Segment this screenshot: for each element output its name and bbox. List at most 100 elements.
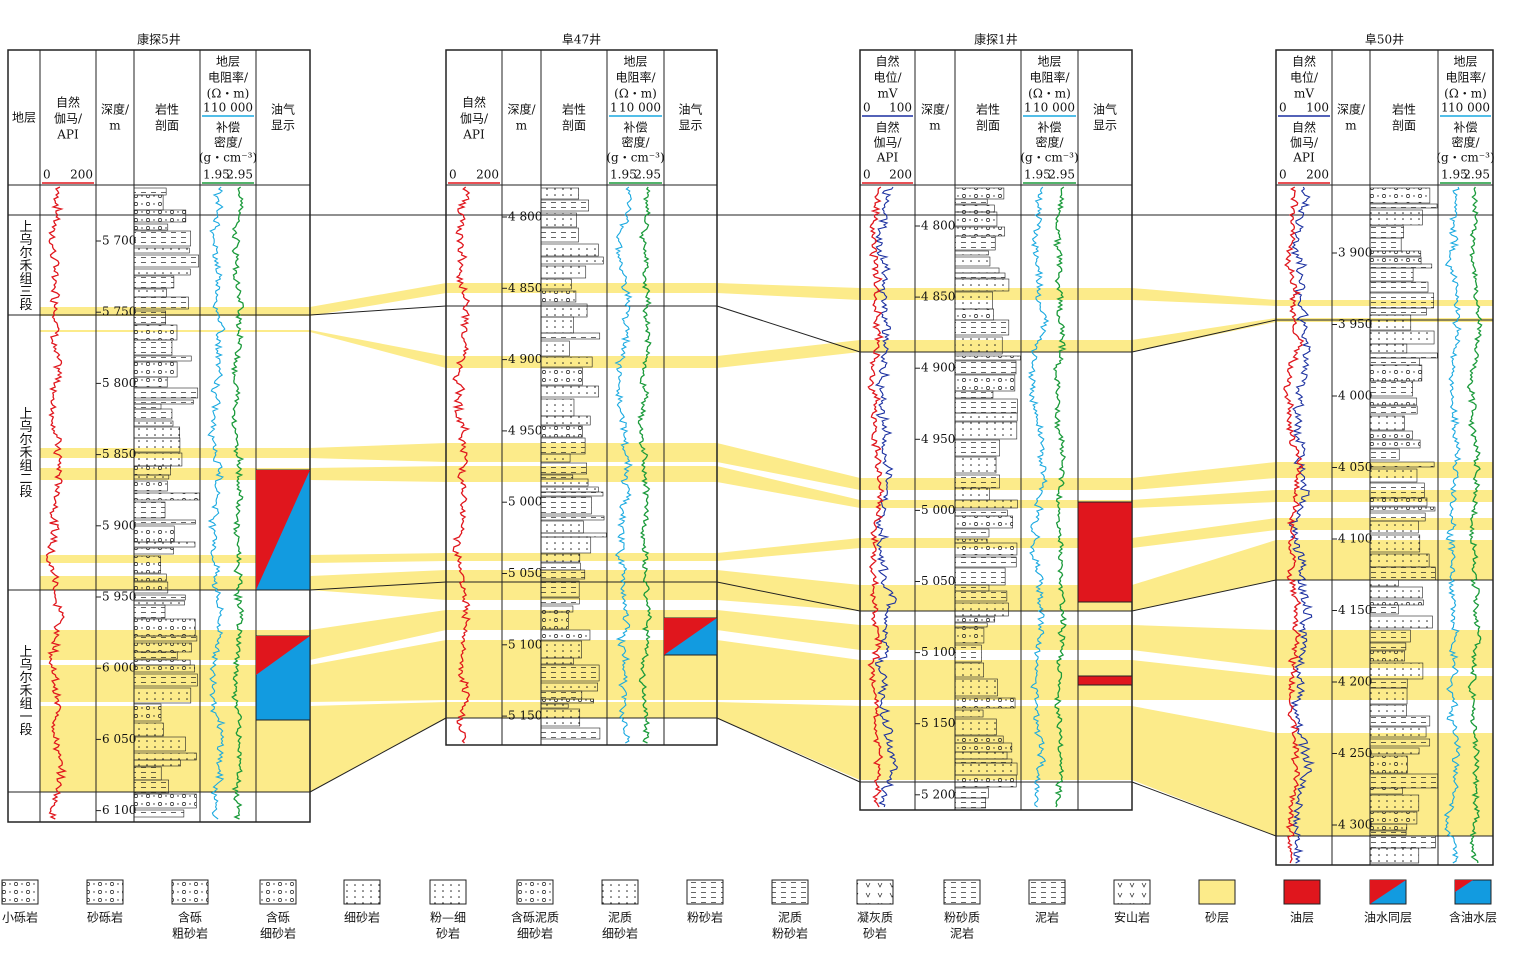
lithology	[1369, 704, 1407, 717]
header-text: 油气	[271, 102, 295, 117]
lithology	[133, 642, 192, 653]
lithology	[954, 439, 1000, 457]
sand-band	[40, 610, 1493, 668]
lithology	[133, 452, 183, 467]
lithology	[133, 376, 168, 388]
header-text: 伽马/	[460, 111, 489, 126]
lithology	[954, 616, 996, 623]
lithology	[133, 618, 196, 637]
lithology	[1369, 586, 1423, 599]
lithology	[133, 673, 198, 687]
header-text: 密度/	[214, 135, 243, 150]
correlation-line	[309, 581, 447, 591]
lithology	[954, 256, 991, 267]
lithology	[954, 272, 1006, 279]
depth-label: 5 800	[102, 376, 136, 390]
lithology	[954, 718, 997, 736]
lithology	[540, 486, 599, 493]
lithology	[540, 515, 605, 521]
depth-label: 4 950	[921, 432, 955, 446]
header-text: 地层	[1453, 55, 1477, 69]
scale-label: 200	[889, 168, 912, 182]
depth-label: 5 050	[508, 566, 542, 580]
lithology	[1369, 380, 1413, 397]
lithology	[133, 426, 181, 439]
log-curve	[637, 186, 653, 744]
lithology	[1369, 687, 1408, 705]
scale-label: 1.95	[203, 168, 230, 182]
lithology	[540, 478, 589, 487]
depth-label: 5 700	[102, 234, 136, 248]
scale-label: 10 000	[211, 101, 253, 115]
lithology	[954, 474, 1000, 489]
log-curve	[45, 186, 68, 820]
lithology	[1369, 314, 1412, 331]
lithology	[540, 290, 577, 303]
lithology	[1369, 256, 1422, 265]
lithology	[1369, 448, 1400, 461]
lithology	[540, 278, 572, 290]
correlation-line	[716, 581, 861, 612]
sand-band	[40, 518, 1493, 563]
well-frame	[859, 49, 1133, 811]
lithology	[133, 635, 198, 642]
lithology	[540, 698, 594, 704]
depth-label: 6 100	[102, 803, 136, 817]
scale-label: 0	[863, 168, 871, 182]
header-text: 补偿	[623, 120, 647, 135]
legend-label: 泥质	[778, 911, 802, 925]
header-text: 岩性	[1392, 102, 1416, 117]
legend-label: 含油水层	[1449, 910, 1497, 925]
scale-label: 10 000	[1448, 101, 1490, 115]
log-curve	[1466, 186, 1483, 864]
depth-label: 4 850	[921, 290, 955, 304]
depth-label: 4 850	[508, 281, 542, 295]
legend-icon	[601, 879, 639, 905]
depth-label: 5 150	[508, 709, 542, 723]
lithology	[540, 199, 589, 212]
lithology	[540, 474, 574, 480]
lithology	[1369, 794, 1420, 812]
lithology	[954, 797, 986, 809]
header-text: 岩性	[976, 102, 1000, 117]
lithology	[540, 415, 591, 426]
lithology	[133, 779, 169, 794]
header-text: 电位/	[1290, 70, 1319, 85]
lithology	[540, 303, 588, 318]
header-text: (g・cm⁻³)	[1436, 151, 1494, 165]
lithology	[1369, 650, 1405, 662]
lithology	[954, 644, 982, 663]
lithology	[1369, 787, 1403, 795]
lithology	[540, 316, 575, 334]
lithology	[133, 355, 192, 362]
well-frame	[7, 49, 311, 823]
header-text: 深度/	[507, 102, 536, 117]
lithology	[1369, 823, 1408, 831]
lithology	[133, 399, 194, 405]
sand-band	[40, 702, 1493, 836]
lithology	[133, 547, 174, 555]
header-text: 补偿	[1037, 120, 1061, 135]
lithology	[954, 662, 984, 678]
header-text: m	[1345, 119, 1357, 133]
scale-label: 0	[863, 101, 871, 115]
legend-icon	[1198, 879, 1236, 905]
lithology	[954, 226, 1006, 237]
header-text: 自然	[875, 120, 899, 135]
log-curve	[1443, 186, 1462, 864]
header-text: 自然	[1292, 54, 1316, 69]
depth-label: 4 150	[1338, 603, 1372, 617]
correlation-line	[309, 305, 447, 316]
lithology	[954, 421, 1018, 440]
header-text: 密度/	[1451, 135, 1480, 150]
lithology	[133, 793, 197, 809]
lithology	[1369, 209, 1423, 226]
lithology	[1369, 263, 1433, 269]
header-text: 伽马/	[54, 111, 83, 126]
lithology	[540, 597, 580, 605]
scale-label: 0	[1279, 168, 1287, 182]
depth-label: 4 100	[1338, 532, 1372, 546]
lithology	[1369, 415, 1405, 431]
legend-label: 粉—细	[430, 911, 466, 925]
lithology	[1369, 553, 1430, 568]
